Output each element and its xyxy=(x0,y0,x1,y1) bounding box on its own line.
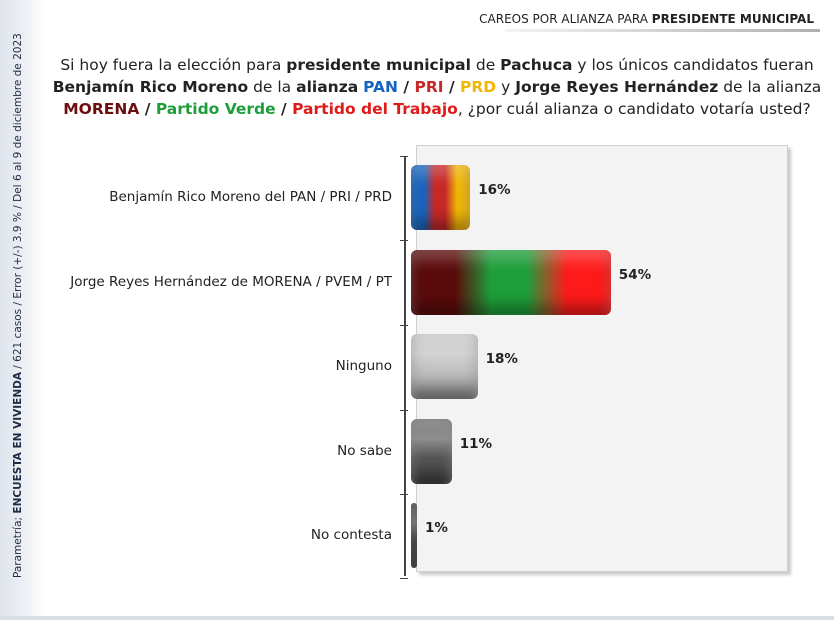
data-label: 11% xyxy=(459,435,493,452)
axis-tick xyxy=(400,325,408,326)
axis-tick xyxy=(400,410,408,411)
category-label: No sabe xyxy=(337,442,392,459)
bar xyxy=(411,334,478,399)
bar xyxy=(411,418,452,484)
axis-tick xyxy=(400,156,408,157)
survey-question: Si hoy fuera la elección para presidente… xyxy=(52,56,822,118)
header-underline xyxy=(505,29,820,32)
axis-tick xyxy=(400,578,408,579)
category-axis xyxy=(404,156,406,576)
bar xyxy=(411,249,611,315)
bottom-border xyxy=(0,616,834,620)
left-decorative-strip xyxy=(0,0,44,620)
plot-area xyxy=(416,145,788,572)
category-label: Benjamín Rico Moreno del PAN / PRI / PRD xyxy=(109,189,392,205)
category-label: Ninguno xyxy=(335,358,392,374)
chart-header: CAREOS POR ALIANZA PARA PRESIDENTE MUNIC… xyxy=(479,12,814,26)
survey-methodology-note: Parametría; ENCUESTA EN VIVIENDA / 621 c… xyxy=(12,33,24,578)
bar xyxy=(411,165,471,230)
data-label: 1% xyxy=(425,520,448,536)
axis-tick xyxy=(400,494,408,495)
category-label: No contesta xyxy=(310,527,392,543)
category-label: Jorge Reyes Hernández de MORENA / PVEM /… xyxy=(70,273,392,290)
data-label: 16% xyxy=(478,182,511,198)
axis-tick xyxy=(400,240,408,241)
data-label: 18% xyxy=(485,351,518,367)
bar xyxy=(411,503,417,568)
data-label: 54% xyxy=(618,266,652,283)
